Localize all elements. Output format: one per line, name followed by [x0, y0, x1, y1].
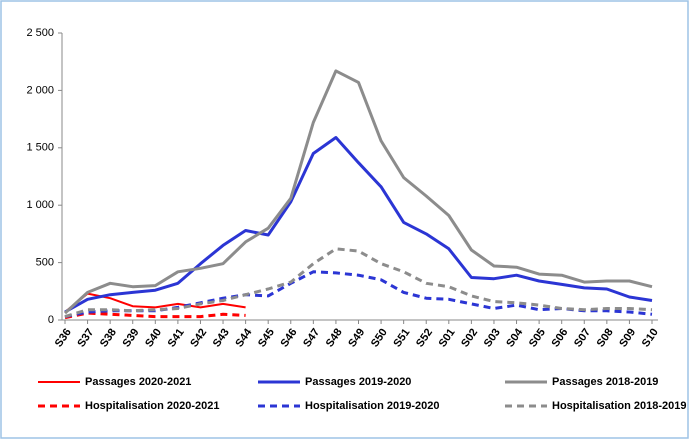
series-line: [64, 136, 653, 314]
series-line: [64, 292, 246, 313]
legend-label: Hospitalisation 2019-2020: [305, 400, 440, 412]
legend-label: Hospitalisation 2020-2021: [85, 400, 220, 412]
y-tick-label: 2 500: [26, 27, 54, 39]
series-line: [63, 69, 653, 315]
y-tick-label: 1 500: [26, 142, 54, 154]
legend-label: Hospitalisation 2018-2019: [552, 400, 687, 412]
y-tick-label: 2 000: [26, 84, 54, 96]
y-tick-label: 500: [36, 257, 54, 269]
legend-label: Passages 2018-2019: [552, 376, 658, 388]
y-tick-label: 1 000: [26, 199, 54, 211]
legend-label: Passages 2020-2021: [85, 376, 191, 388]
legend-label: Passages 2019-2020: [305, 376, 411, 388]
series-line: [64, 247, 653, 319]
y-tick-label: 0: [48, 314, 54, 326]
series-line: [64, 311, 246, 320]
